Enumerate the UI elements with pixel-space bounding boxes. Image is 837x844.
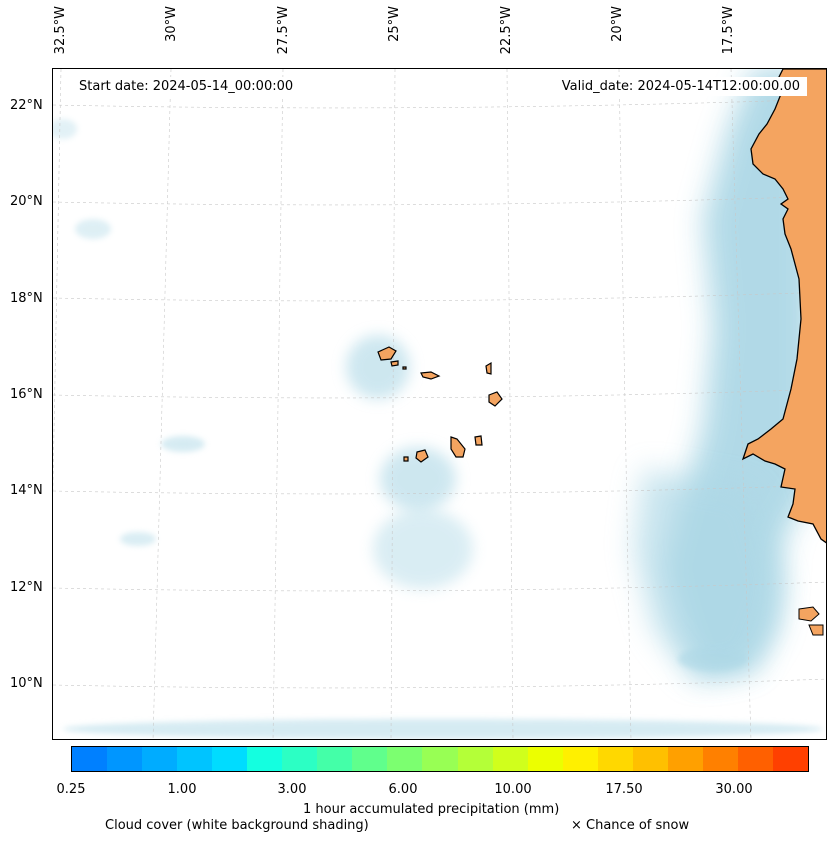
island-fogo xyxy=(415,449,429,463)
colorbar-segment xyxy=(317,747,353,771)
colorbar-tick-30-00: 30.00 xyxy=(715,782,753,797)
island-boa-vista xyxy=(488,391,503,407)
snow-chance-note: × Chance of snow xyxy=(571,818,690,833)
colorbar-tick-6-00: 6.00 xyxy=(388,782,418,797)
colorbar-segment xyxy=(632,747,668,771)
colorbar-segment xyxy=(562,747,598,771)
bissau-islands xyxy=(798,606,824,636)
island-santo-antao xyxy=(377,346,397,361)
lon-label-30w: 30°W xyxy=(164,6,179,42)
colorbar-segment xyxy=(597,747,633,771)
colorbar-title: 1 hour accumulated precipitation (mm) xyxy=(303,802,560,817)
cloud-cape-verde-tail xyxy=(373,509,473,589)
lat-label-14n: 14°N xyxy=(10,483,43,498)
lon-label-27-5w: 27.5°W xyxy=(276,6,291,55)
island-maio xyxy=(474,435,483,446)
colorbar-tick-10-00: 10.00 xyxy=(494,782,532,797)
colorbar-segment xyxy=(492,747,528,771)
valid-date-label: Valid_date: 2024-05-14T12:00:00.00 xyxy=(554,77,807,96)
cloud-bottom-right xyxy=(678,647,748,671)
cloud-wisp-4 xyxy=(53,119,77,139)
cloud-cape-verde-south xyxy=(380,447,456,511)
lat-label-12n: 12°N xyxy=(10,580,43,595)
cape-verde-islands xyxy=(377,346,503,463)
lat-label-10n: 10°N xyxy=(10,676,43,691)
precipitation-colorbar xyxy=(71,746,809,772)
island-santiago xyxy=(450,436,466,458)
island-sao-vicente xyxy=(390,360,399,367)
lon-label-17-5w: 17.5°W xyxy=(721,6,736,55)
colorbar-tick-17-50: 17.50 xyxy=(605,782,643,797)
cloud-cover-note: Cloud cover (white background shading) xyxy=(105,818,369,833)
colorbar-segment xyxy=(177,747,213,771)
colorbar-segment xyxy=(282,747,318,771)
island-brava xyxy=(403,456,409,462)
lon-label-25w: 25°W xyxy=(387,6,402,42)
colorbar-segment xyxy=(702,747,738,771)
colorbar-segment xyxy=(107,747,143,771)
graticule xyxy=(53,69,826,739)
african-coast-land xyxy=(741,69,826,544)
colorbar-tick-0-25: 0.25 xyxy=(56,782,86,797)
lon-label-22-5w: 22.5°W xyxy=(499,6,514,55)
cloud-bottom-band xyxy=(63,719,823,739)
start-date-label: Start date: 2024-05-14_00:00:00 xyxy=(72,77,301,96)
lon-label-20w: 20°W xyxy=(610,6,625,42)
cloud-wisp-2 xyxy=(120,532,156,546)
colorbar-tick-3-00: 3.00 xyxy=(277,782,307,797)
island-sao-nicolau xyxy=(420,371,441,380)
lat-label-22n: 22°N xyxy=(10,98,43,113)
colorbar-segment xyxy=(422,747,458,771)
map-frame: Start date: 2024-05-14_00:00:00 Valid_da… xyxy=(52,68,827,740)
colorbar-tick-1-00: 1.00 xyxy=(167,782,197,797)
cloud-wisp-3 xyxy=(75,219,111,239)
lat-label-16n: 16°N xyxy=(10,387,43,402)
cloud-wisp-1 xyxy=(161,436,205,452)
colorbar-segment xyxy=(72,747,108,771)
lat-label-18n: 18°N xyxy=(10,291,43,306)
colorbar-segment xyxy=(527,747,563,771)
map-canvas xyxy=(53,69,826,739)
colorbar-segment xyxy=(387,747,423,771)
lon-label-32-5w: 32.5°W xyxy=(53,6,68,55)
cloud-band-south xyxy=(633,469,783,679)
colorbar-segment xyxy=(737,747,773,771)
cloud-cover-shading xyxy=(53,69,823,739)
island-santa-luzia xyxy=(402,366,407,370)
colorbar-segment xyxy=(212,747,248,771)
colorbar-segment xyxy=(352,747,388,771)
colorbar-segment xyxy=(142,747,178,771)
island-sal xyxy=(485,361,492,375)
colorbar-segment xyxy=(772,747,808,771)
colorbar-segment xyxy=(457,747,493,771)
colorbar-segment xyxy=(667,747,703,771)
colorbar-segment xyxy=(247,747,283,771)
cloud-cape-verde-north xyxy=(346,335,410,399)
lat-label-20n: 20°N xyxy=(10,194,43,209)
